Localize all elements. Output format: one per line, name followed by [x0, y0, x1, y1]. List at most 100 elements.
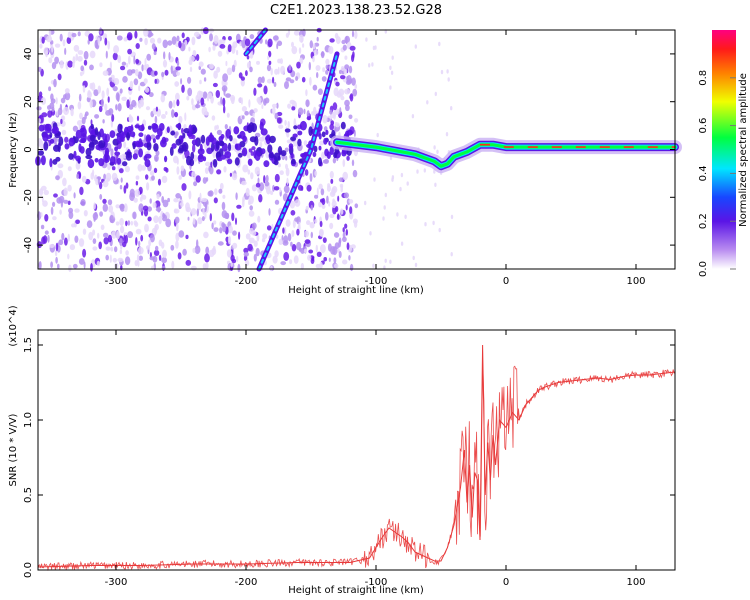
noise-blob: [243, 247, 249, 254]
noise-blob: [450, 214, 454, 220]
noise-blob: [78, 93, 82, 102]
noise-blob: [285, 77, 292, 82]
noise-blob: [284, 147, 289, 153]
noise-blob: [77, 55, 83, 62]
noise-blob: [149, 234, 155, 243]
noise-blob: [255, 182, 261, 188]
noise-band-blob: [45, 127, 52, 134]
noise-blob: [129, 188, 135, 198]
noise-blob: [127, 231, 133, 239]
noise-blob: [133, 78, 139, 86]
noise-blob: [141, 165, 146, 171]
noise-blob: [244, 111, 249, 116]
noise-blob: [446, 69, 449, 74]
noise-blob: [192, 217, 196, 225]
noise-band-blob: [103, 153, 110, 164]
noise-blob: [213, 35, 219, 44]
noise-blob: [325, 69, 329, 75]
noise-blob: [221, 201, 226, 211]
noise-blob: [146, 182, 150, 191]
noise-blob: [147, 206, 152, 212]
noise-blob: [224, 81, 228, 86]
noise-band-blob: [94, 158, 99, 163]
x-tick-label: -100: [365, 276, 388, 287]
noise-blob: [248, 200, 251, 206]
noise-blob: [329, 213, 335, 219]
noise-blob: [124, 165, 130, 173]
noise-blob: [98, 105, 103, 113]
noise-blob: [94, 114, 100, 119]
y-tick-label: -40: [23, 237, 34, 253]
noise-blob: [297, 107, 304, 116]
colorbar-tick-label: 0.6: [698, 118, 709, 134]
noise-blob: [414, 44, 417, 49]
noise-blob: [64, 237, 68, 246]
noise-blob: [309, 222, 315, 229]
noise-blob: [276, 117, 282, 124]
noise-blob: [219, 227, 223, 234]
noise-blob: [93, 202, 96, 210]
noise-blob: [99, 211, 103, 217]
noise-blob: [146, 245, 151, 250]
noise-blob: [321, 204, 326, 210]
noise-blob: [400, 241, 404, 246]
noise-blob: [236, 50, 239, 56]
noise-blob: [254, 166, 261, 175]
y-tick-label: 40: [23, 48, 34, 61]
noise-blob: [216, 66, 221, 73]
noise-blob: [57, 73, 62, 81]
noise-blob: [217, 50, 223, 57]
noise-blob: [304, 230, 309, 238]
noise-blob: [58, 195, 65, 204]
noise-blob: [223, 87, 226, 96]
noise-blob: [270, 190, 274, 195]
noise-blob: [354, 118, 359, 123]
noise-blob: [137, 260, 140, 267]
noise-blob: [342, 236, 347, 242]
noise-blob: [141, 64, 144, 72]
noise-blob: [250, 151, 254, 156]
noise-band-blob: [233, 126, 240, 135]
noise-blob: [68, 264, 72, 272]
noise-blob: [274, 173, 280, 183]
noise-blob: [335, 122, 340, 128]
noise-blob: [272, 35, 279, 41]
noise-blob: [225, 60, 228, 67]
noise-blob: [245, 233, 251, 240]
snr-plot-area: [38, 330, 675, 570]
y-tick-label: -20: [23, 189, 34, 205]
noise-blob: [325, 211, 329, 221]
noise-blob: [120, 177, 123, 183]
noise-blob: [229, 94, 236, 102]
noise-blob: [283, 185, 290, 194]
noise-blob: [148, 92, 154, 98]
noise-blob: [267, 55, 270, 60]
noise-blob: [213, 227, 219, 233]
noise-blob: [332, 157, 337, 164]
noise-blob: [82, 228, 87, 235]
noise-blob: [74, 208, 80, 213]
noise-blob: [343, 192, 349, 199]
noise-band-blob: [152, 138, 156, 144]
spectrogram-x-axis-label: Height of straight line (km): [288, 285, 424, 296]
noise-blob: [133, 55, 136, 65]
noise-blob: [43, 189, 49, 196]
noise-blob: [89, 82, 93, 90]
noise-blob: [111, 172, 118, 181]
noise-blob: [262, 233, 268, 240]
y-tick-label: 0.0: [23, 562, 34, 578]
noise-blob: [37, 66, 42, 72]
noise-blob: [286, 132, 290, 138]
noise-blob: [231, 258, 237, 264]
noise-blob: [176, 166, 180, 175]
noise-band-blob: [147, 125, 152, 130]
noise-blob: [92, 229, 96, 236]
noise-blob: [54, 250, 58, 257]
noise-blob: [189, 55, 195, 62]
noise-blob: [104, 37, 108, 46]
noise-blob: [209, 213, 212, 222]
noise-band-blob: [153, 143, 159, 152]
noise-blob: [152, 201, 157, 209]
noise-blob: [411, 114, 415, 119]
